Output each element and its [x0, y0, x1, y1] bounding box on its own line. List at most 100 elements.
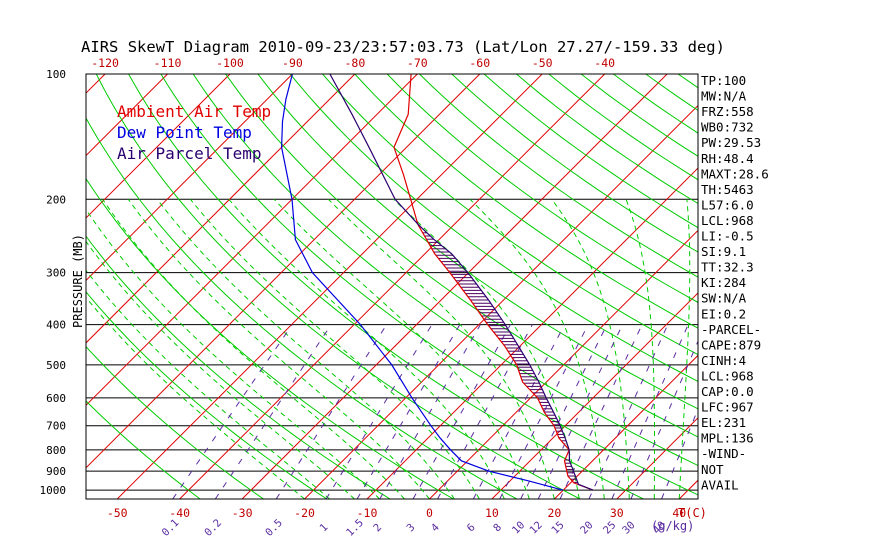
mixing-ratio-label: 1: [317, 521, 330, 534]
moist-adiabat-line: [551, 199, 630, 499]
bottom-temperature-tick-label: -50: [107, 506, 128, 520]
bottom-temperature-tick-label: -40: [169, 506, 190, 520]
moist-adiabat-line: [86, 269, 330, 499]
index-entry: CAPE:879: [701, 337, 761, 352]
index-entry: -PARCEL-: [701, 322, 761, 337]
profile-lines: [280, 74, 594, 491]
dry-adiabat-line: [322, 74, 698, 356]
index-entry: CINH:4: [701, 353, 746, 368]
isotherm-line: [304, 104, 698, 499]
moist-adiabat-line: [127, 199, 430, 499]
mixing-ratio-line: [588, 324, 669, 499]
isotherm-line: [429, 229, 698, 499]
top-temperature-tick-labels: -120 -110 -100 -90 -80 -70 -60 -50 -40: [91, 56, 615, 70]
isotherm-line: [179, 74, 606, 499]
mixing-ratio-label: 15: [549, 519, 566, 536]
pressure-tick-label: 500: [46, 359, 66, 372]
isotherm-line: [86, 74, 231, 219]
mixing-ratio-line: [520, 324, 608, 499]
index-entry: -WIND-: [701, 446, 746, 461]
bottom-temperature-tick-label: -20: [294, 506, 315, 520]
mixing-ratio-label: 2: [371, 521, 384, 534]
pressure-tick-label: 900: [46, 465, 66, 478]
dry-adiabat-line: [580, 74, 698, 157]
mixing-ratio-labels: 0.1 0.2 0.5 1 1.5 2 3 4 6 8 10 12 15 20 25 30 40: [160, 517, 669, 539]
mixing-ratio-label: 3: [404, 521, 417, 534]
bottom-temperature-tick-label: 40: [672, 506, 686, 520]
mixing-ratio-label: 0.5: [263, 517, 285, 539]
dry-adiabat-line: [192, 74, 698, 467]
index-entry: LI:-0.5: [701, 229, 754, 244]
mixing-ratio-line: [661, 407, 698, 499]
isotherm-line: [86, 74, 356, 344]
mixing-ratio-line: [499, 324, 589, 499]
pressure-tick-label: 700: [46, 420, 66, 433]
index-entry: LFC:967: [701, 400, 754, 415]
top-temperature-tick-label: -70: [407, 56, 428, 70]
temp-unit-label: T(C): [678, 506, 707, 520]
pressure-tick-label: 300: [46, 267, 66, 280]
dry-adiabat-line: [451, 74, 698, 253]
isotherm-line: [804, 74, 870, 499]
moist-adiabat-line: [86, 240, 355, 499]
index-entry: MAXT:28.6: [701, 166, 769, 181]
ambient-air-temp-line: [393, 74, 594, 491]
pressure-tick-labels: 100 200 300 400 500 600 700 800 900 1000: [40, 68, 67, 497]
dry-adiabat-line: [86, 345, 264, 499]
isotherm-line: [616, 417, 698, 499]
top-temperature-tick-label: -40: [594, 56, 615, 70]
index-entry: NOT: [701, 462, 724, 477]
moist-adiabat-line: [86, 296, 305, 499]
dry-adiabat-line: [128, 74, 644, 499]
mixing-ratio-label: 4: [429, 521, 442, 534]
moist-adiabat-line: [273, 198, 530, 499]
top-temperature-tick-label: -120: [91, 56, 119, 70]
stability-indices-list: TP:100MW:N/AFRZ:558WB0:732PW:29.53RH:48.…: [701, 73, 769, 492]
dry-adiabat-line: [95, 74, 581, 499]
legend-dew-point-temp: Dew Point Temp: [117, 123, 252, 142]
moist-adiabat-line: [156, 198, 455, 499]
isotherm-line: [241, 74, 668, 499]
moist-adiabat-line: [86, 208, 380, 499]
index-entry: L57:6.0: [701, 197, 754, 212]
mixing-ratio-line: [611, 324, 689, 499]
index-entry: RH:48.4: [701, 151, 754, 166]
isotherm-line: [86, 74, 481, 469]
pressure-tick-label: 1000: [40, 484, 67, 497]
mixing-ratio-line: [325, 324, 433, 499]
moist-adiabat-line: [678, 199, 691, 499]
index-entry: TT:32.3: [701, 260, 754, 275]
bottom-temperature-tick-label: 0: [426, 506, 433, 520]
isotherm-line: [86, 74, 293, 282]
moist-adiabat-line: [469, 198, 605, 499]
index-entry: MPL:136: [701, 431, 754, 446]
mixing-ratio-line: [437, 324, 533, 499]
mixing-ratio-line: [559, 324, 643, 499]
mixing-unit-label: (g/kg): [651, 519, 694, 533]
index-entry: TH:5463: [701, 182, 754, 197]
bottom-temperature-tick-labels: -50 -40 -30 -20 -10 0 10 20 30 40: [107, 506, 686, 520]
dry-adiabat-line: [419, 74, 698, 278]
dry-adiabat-line: [743, 74, 870, 499]
moist-adiabat-line: [625, 199, 655, 499]
plot-frame: [85, 73, 699, 500]
mixing-ratio-label: 12: [527, 519, 544, 536]
top-temperature-tick-label: -80: [344, 56, 365, 70]
moist-adiabat-line: [228, 198, 505, 499]
index-entry: SW:N/A: [701, 291, 747, 306]
dry-adiabat-line: [86, 235, 391, 499]
mixing-ratio-line: [537, 324, 624, 499]
legend-air-parcel-temp: Air Parcel Temp: [117, 144, 262, 163]
dry-adiabat-line: [807, 74, 870, 499]
index-entry: FRZ:558: [701, 104, 754, 119]
bottom-temperature-tick-label: 30: [610, 506, 624, 520]
dry-adiabat-line: [225, 74, 698, 438]
index-entry: SI:9.1: [701, 244, 746, 259]
mixing-ratio-label: 0.2: [202, 517, 224, 539]
pressure-tick-label: 200: [46, 193, 66, 206]
index-entry: PW:29.53: [701, 135, 761, 150]
index-entry: TP:100: [701, 73, 746, 88]
mixing-ratio-label: 0.1: [160, 517, 182, 539]
top-temperature-tick-label: -100: [216, 56, 244, 70]
index-entry: MW:N/A: [701, 89, 747, 104]
